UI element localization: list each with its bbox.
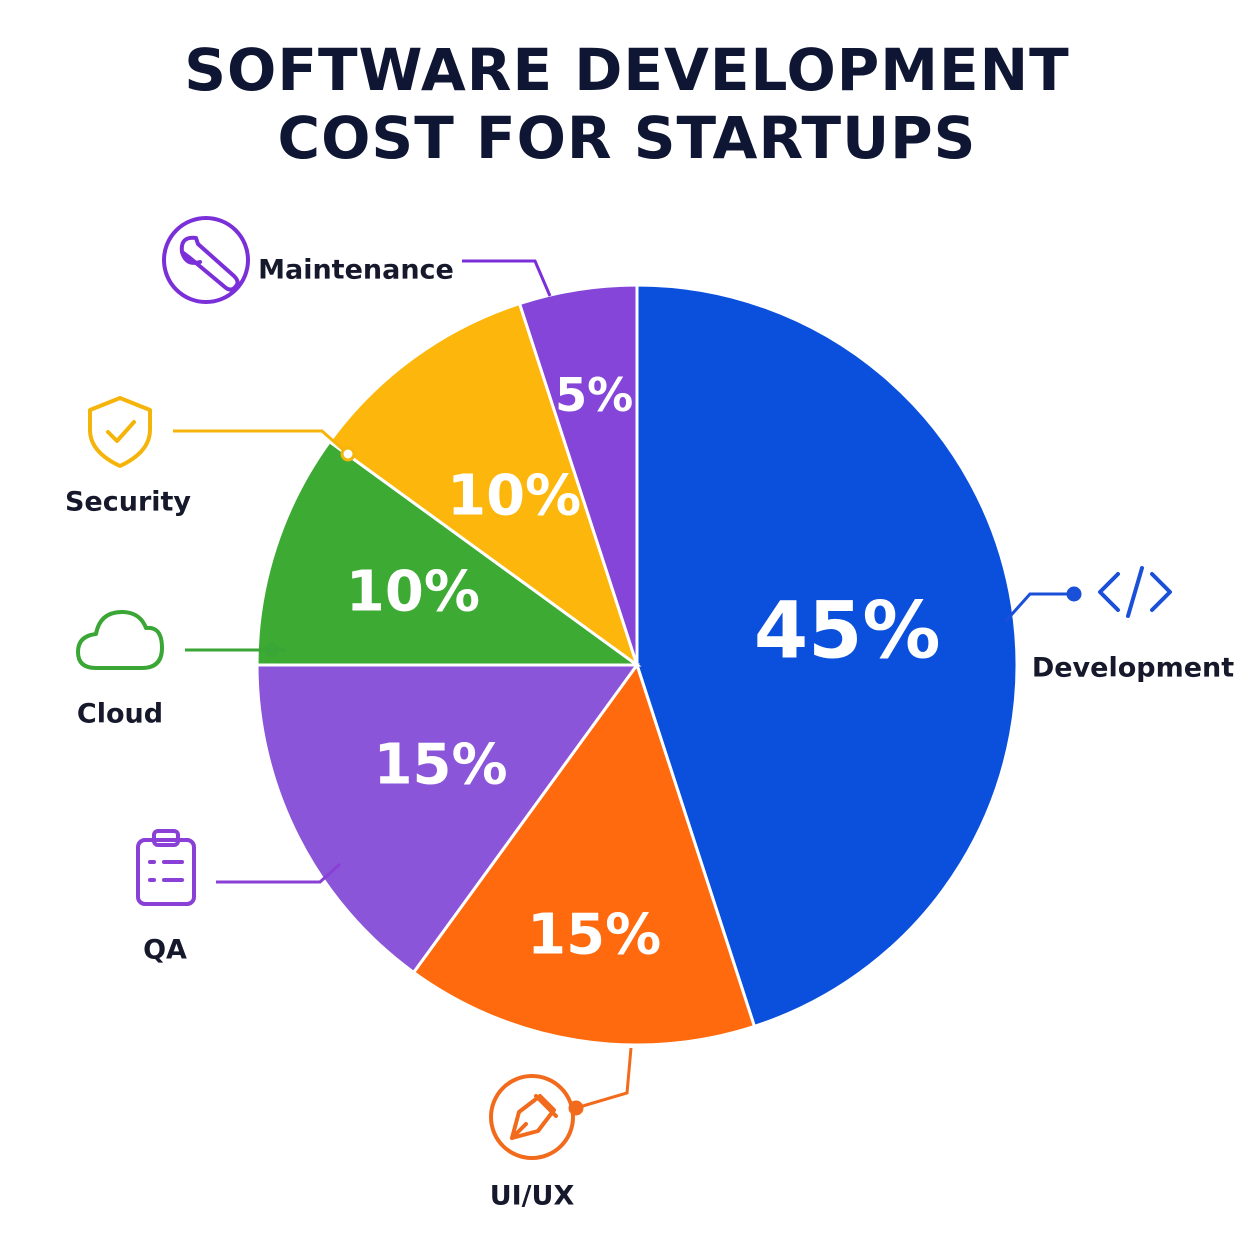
slice-maintenance xyxy=(517,283,639,666)
category-label-security: Security xyxy=(65,487,191,518)
category-label-maintenance: Maintenance xyxy=(258,255,454,286)
connector-dot-cloud xyxy=(264,642,280,658)
connector-security xyxy=(173,429,349,456)
slice-cloud xyxy=(255,439,642,667)
pen-nib-icon xyxy=(489,1074,575,1160)
title-line-2: COST FOR STARTUPS xyxy=(277,104,977,172)
connector-dot-development xyxy=(1066,586,1082,602)
connector-ui-ux xyxy=(575,1047,633,1110)
category-label-ui-ux: UI/UX xyxy=(490,1181,575,1212)
code-icon xyxy=(1098,566,1172,618)
slice-ui-ux xyxy=(411,661,757,1047)
connector-maintenance xyxy=(462,259,552,297)
value-label-development: 45% xyxy=(754,587,941,677)
slice-development xyxy=(635,283,1019,1029)
value-label-ui-ux: 15% xyxy=(527,903,661,968)
shield-check-icon xyxy=(88,396,152,468)
category-label-qa: QA xyxy=(143,935,187,966)
chart-title: SOFTWARE DEVELOPMENT COST FOR STARTUPS xyxy=(0,36,1254,172)
title-line-1: SOFTWARE DEVELOPMENT xyxy=(184,36,1070,104)
value-label-cloud: 10% xyxy=(346,560,480,625)
category-label-development: Development xyxy=(1032,653,1234,684)
clipboard-icon xyxy=(136,829,196,906)
value-label-security: 10% xyxy=(447,463,581,528)
slice-qa xyxy=(255,663,640,975)
category-label-cloud: Cloud xyxy=(77,699,163,730)
cloud-icon xyxy=(76,610,164,670)
slice-security xyxy=(327,301,640,669)
connector-development xyxy=(1003,592,1074,623)
value-label-qa: 15% xyxy=(374,733,508,798)
value-label-maintenance: 5% xyxy=(555,368,633,422)
connector-qa xyxy=(216,862,342,884)
wrench-icon xyxy=(162,216,250,304)
connector-dot-security xyxy=(340,446,356,462)
